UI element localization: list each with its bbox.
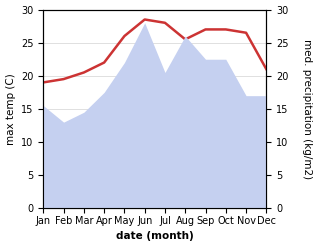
X-axis label: date (month): date (month): [116, 231, 194, 242]
Y-axis label: max temp (C): max temp (C): [5, 73, 16, 145]
Y-axis label: med. precipitation (kg/m2): med. precipitation (kg/m2): [302, 39, 313, 179]
